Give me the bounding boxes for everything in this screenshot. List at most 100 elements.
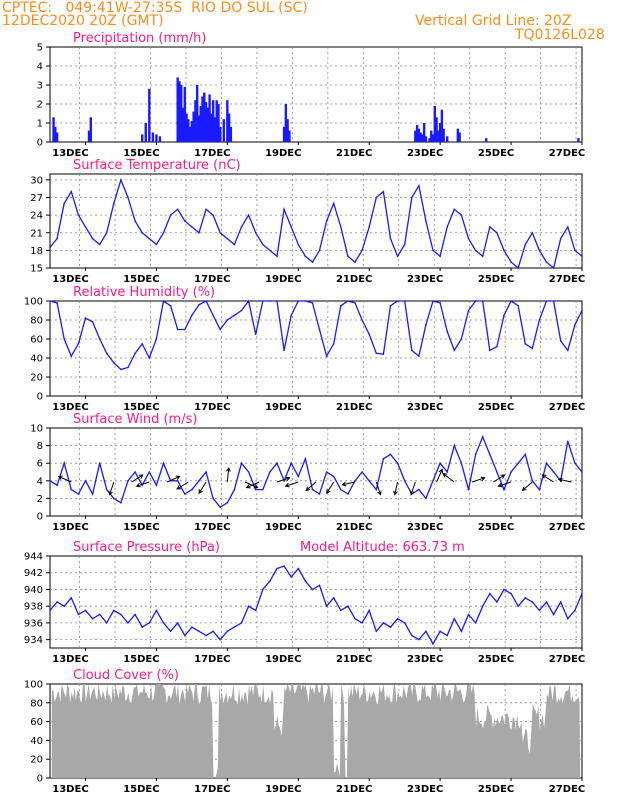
x-tick-label: 27DEC xyxy=(549,784,585,795)
data-point xyxy=(439,302,441,304)
precip-bar xyxy=(435,117,438,142)
data-point xyxy=(49,609,51,612)
data-point xyxy=(98,338,101,340)
data-point xyxy=(219,328,222,331)
data-point xyxy=(439,462,441,465)
panel-title: Surface Temperature (nC) xyxy=(73,158,241,173)
data-point xyxy=(148,622,151,624)
wind-arrow xyxy=(305,481,317,491)
data-point xyxy=(432,480,434,482)
data-point xyxy=(496,471,498,473)
data-point xyxy=(453,617,456,620)
data-point xyxy=(240,226,243,228)
wind-arrowhead xyxy=(253,484,259,489)
data-point xyxy=(63,605,65,607)
x-tick-label: 23DEC xyxy=(407,784,443,795)
precip-bar xyxy=(428,138,431,142)
data-point xyxy=(254,609,257,612)
wind-arrow xyxy=(326,481,335,494)
data-point xyxy=(105,352,108,355)
wind-arrowhead xyxy=(480,476,486,482)
data-point xyxy=(325,471,328,473)
data-point xyxy=(311,302,314,304)
panel-frame xyxy=(49,427,583,517)
x-tick-label: 15DEC xyxy=(123,784,159,795)
wind-arrow xyxy=(131,474,144,483)
data-point xyxy=(77,613,80,616)
data-point xyxy=(389,237,392,240)
data-point xyxy=(425,630,427,633)
data-point xyxy=(325,220,328,222)
wind-arrowhead xyxy=(284,482,290,488)
data-point xyxy=(304,255,307,258)
data-point xyxy=(453,208,456,211)
data-point xyxy=(84,609,87,612)
data-point xyxy=(56,237,58,240)
data-point xyxy=(375,488,378,491)
y-tick-label: 934 xyxy=(24,635,43,646)
data-point xyxy=(382,353,385,356)
data-point xyxy=(318,584,321,587)
data-point xyxy=(410,196,413,199)
data-point xyxy=(403,300,406,302)
x-tick-label: 15DEC xyxy=(123,402,159,413)
y-tick-label: 10 xyxy=(30,424,43,435)
precip-bar xyxy=(440,109,444,142)
data-point xyxy=(354,302,356,304)
precip-bar xyxy=(87,130,91,142)
data-point xyxy=(347,605,349,607)
panel-frame xyxy=(49,300,583,397)
data-point xyxy=(205,208,207,211)
x-tick-label: 25DEC xyxy=(478,784,514,795)
x-tick-label: 27DEC xyxy=(549,654,585,665)
data-point xyxy=(552,471,555,473)
data-point xyxy=(233,243,236,246)
wind-arrowhead xyxy=(438,468,444,474)
data-point xyxy=(262,488,264,491)
wind-arrow xyxy=(542,474,554,483)
wind-arrowhead xyxy=(198,489,203,495)
y-tick-label: 4 xyxy=(37,476,43,487)
wind-arrowhead xyxy=(305,486,311,492)
wind-arrowhead xyxy=(541,474,547,479)
data-point xyxy=(354,480,356,482)
data-point xyxy=(552,300,555,302)
x-tick-label: 17DEC xyxy=(194,784,230,795)
data-point xyxy=(488,226,491,228)
data-point xyxy=(84,317,87,319)
x-tick-label: 23DEC xyxy=(407,148,443,159)
data-point xyxy=(340,488,342,491)
data-point xyxy=(162,300,165,302)
wind-arrow xyxy=(176,481,189,490)
data-point xyxy=(113,361,115,364)
precip-bar xyxy=(213,117,217,142)
data-point xyxy=(290,226,292,228)
data-point xyxy=(340,304,342,307)
precip-bar xyxy=(433,105,437,142)
data-point xyxy=(155,243,158,246)
wind-arrow xyxy=(276,477,290,483)
data-point xyxy=(283,349,285,352)
data-point xyxy=(91,617,94,620)
data-point xyxy=(410,349,413,352)
wind-arrow xyxy=(198,481,207,494)
data-point xyxy=(581,309,583,312)
data-point xyxy=(410,634,413,637)
data-point xyxy=(517,304,519,307)
data-point xyxy=(425,323,427,326)
data-point xyxy=(325,355,328,357)
data-point xyxy=(332,597,335,599)
data-point xyxy=(254,333,257,336)
wind-arrow xyxy=(558,478,572,483)
precip-bar xyxy=(229,126,233,142)
data-point xyxy=(432,643,434,645)
wind-arrowhead xyxy=(409,490,415,496)
data-point xyxy=(63,202,65,205)
precip-bar xyxy=(438,123,442,142)
data-point xyxy=(347,300,349,302)
data-point xyxy=(226,237,229,240)
data-point xyxy=(574,609,576,612)
data-point xyxy=(347,255,349,258)
data-point xyxy=(418,638,420,641)
data-point xyxy=(467,488,470,491)
